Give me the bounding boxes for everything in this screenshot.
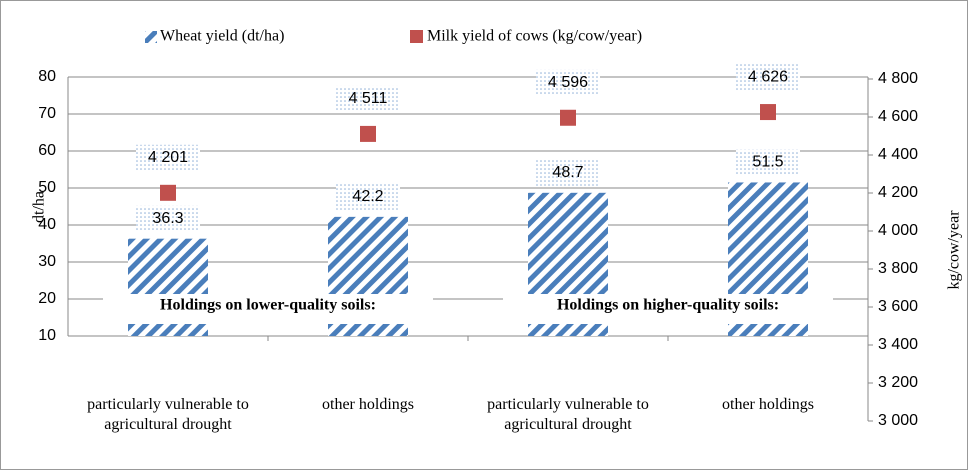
x-tick-label: other holdings — [722, 396, 814, 413]
marker — [560, 109, 576, 126]
y2-tick-label: 4 400 — [878, 146, 918, 163]
marker-label-box — [736, 64, 800, 91]
bar-label: 42.2 — [352, 188, 383, 205]
y-tick-label: 10 — [38, 327, 56, 344]
marker-label-box — [136, 144, 200, 171]
x-tick-label: particularly vulnerable to agricultural … — [487, 396, 649, 433]
y2-tick-label: 4 600 — [878, 108, 918, 125]
y-tick-label: 20 — [38, 290, 56, 307]
marker-label: 4 596 — [548, 74, 588, 91]
y-tick-label: 30 — [38, 253, 56, 270]
bar-label: 48.7 — [552, 164, 583, 181]
x-tick-label: other holdings — [322, 396, 414, 413]
legend-swatch — [145, 31, 157, 43]
y2-tick-label: 4 800 — [878, 70, 918, 87]
y2-tick-label: 3 000 — [878, 412, 918, 429]
y-tick-label: 60 — [38, 142, 56, 159]
bar-label: 36.3 — [152, 210, 183, 227]
bar-label-box — [136, 205, 200, 232]
marker-label: 4 626 — [748, 68, 788, 85]
y-tick-label: 70 — [38, 105, 56, 122]
marker-label-box — [336, 85, 400, 112]
marker — [360, 125, 376, 142]
legend-swatch — [410, 30, 423, 43]
bar-label-box — [336, 183, 400, 210]
marker-label: 4 201 — [148, 149, 188, 166]
bar-label-box — [536, 159, 600, 186]
marker — [160, 184, 176, 201]
y2-tick-label: 3 400 — [878, 336, 918, 353]
y2-tick-label: 3 600 — [878, 298, 918, 315]
y-tick-label: 40 — [38, 216, 56, 233]
bar-label-box — [736, 149, 800, 176]
marker-label: 4 511 — [349, 90, 388, 107]
legend-label: Milk yield of cows (kg/cow/year) — [427, 28, 642, 45]
annotation-bg — [503, 294, 833, 324]
annotation: Holdings on lower-quality soils: — [160, 297, 376, 314]
annotation: Holdings on higher-quality soils: — [557, 297, 779, 314]
marker — [760, 104, 776, 121]
y-axis-title: dt/ha — [31, 191, 48, 223]
y2-tick-label: 4 200 — [878, 184, 918, 201]
y2-tick-label: 3 200 — [878, 374, 918, 391]
annotation-bg — [103, 294, 433, 324]
bar-label: 51.5 — [752, 154, 783, 171]
y2-axis-title: kg/cow/year — [946, 210, 963, 290]
y-tick-label: 50 — [38, 179, 56, 196]
y-tick-label: 80 — [38, 68, 56, 85]
marker-label-box — [536, 69, 600, 96]
legend-label: Wheat yield (dt/ha) — [160, 28, 284, 45]
y2-tick-label: 4 000 — [878, 222, 918, 239]
x-tick-label: particularly vulnerable to agricultural … — [87, 396, 249, 433]
y2-tick-label: 3 800 — [878, 260, 918, 277]
